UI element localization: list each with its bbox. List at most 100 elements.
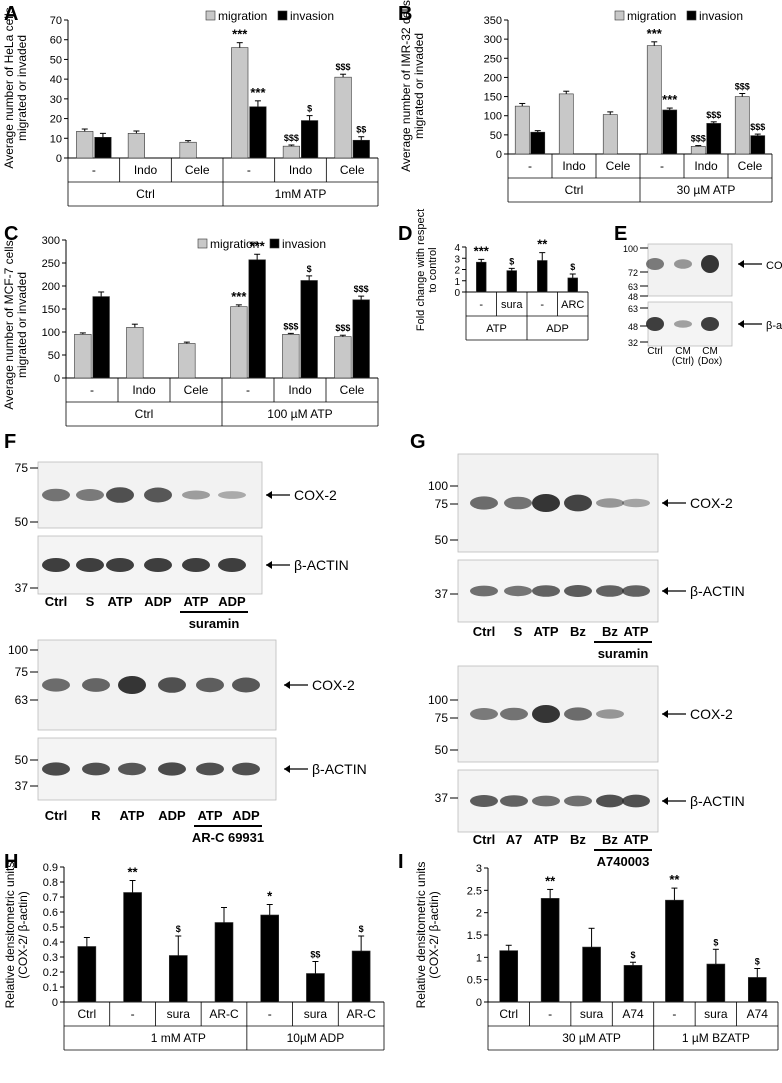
significance-mark: $$: [310, 950, 320, 960]
legend-label: migration: [218, 9, 267, 23]
category-label: -: [131, 1007, 135, 1021]
y-axis-label: Fold change with respectto control: [415, 209, 439, 331]
treatment-label: A740003: [597, 854, 650, 869]
category-label: -: [479, 299, 483, 311]
bar: [665, 899, 684, 1003]
y-axis-label: Relative densitometric units(COX-2/ β-ac…: [414, 862, 441, 1009]
category-label: A74: [622, 1007, 644, 1021]
lane-label: (Dox): [698, 356, 722, 367]
bar: [249, 106, 267, 159]
actin-label: β-ACTIN: [690, 583, 745, 599]
bar: [352, 139, 370, 159]
y-tick-label: 250: [484, 53, 502, 65]
cox2-band: [42, 678, 70, 692]
y-tick-label: 30: [50, 94, 62, 106]
bar: [179, 141, 197, 159]
lane-label: ATP: [197, 808, 222, 823]
lane-label: ADP: [232, 808, 260, 823]
panel-letter-f: F: [4, 431, 16, 453]
group-label: ATP: [486, 323, 507, 335]
y-tick-label: 60: [50, 35, 62, 47]
y-tick-label: 1: [454, 277, 460, 288]
cox2-label: COX-2: [766, 260, 782, 272]
bar: [351, 950, 371, 1003]
mw-marker-label: 37: [15, 581, 29, 595]
bar: [747, 977, 767, 1003]
significance-mark: ***: [647, 26, 663, 41]
y-tick-label: 0: [454, 288, 460, 299]
actin-band: [674, 320, 692, 328]
bar: [662, 109, 678, 155]
category-label: -: [90, 383, 94, 397]
actin-band: [470, 585, 498, 597]
significance-mark: $: [307, 264, 312, 274]
bar: [74, 333, 92, 379]
bar: [514, 105, 530, 155]
group-label: 1 mM ATP: [151, 1031, 206, 1045]
significance-mark: $$$: [336, 62, 351, 72]
actin-band: [42, 558, 70, 572]
significance-mark: ***: [250, 238, 266, 253]
y-tick-label: 2: [454, 266, 460, 277]
bar: [706, 963, 726, 1003]
label-arrowhead: [266, 561, 272, 569]
chart-h: 0 0.1 0.2 0.3 0.4 0.5 0.6 0.7 0.8 0.9 Ctrl - sura AR-…: [3, 862, 385, 1051]
y-axis-label: Relative densitometric units(COX-2/ β-ac…: [3, 862, 30, 1009]
bar: [690, 146, 706, 155]
category-label: sura: [580, 1007, 604, 1021]
cox2-band: [646, 258, 664, 270]
y-tick-label: 250: [42, 258, 60, 270]
y-axis-label-line: Fold change with respect: [415, 209, 427, 331]
y-tick-label: 50: [490, 130, 502, 142]
panel-letter-a: A: [4, 3, 18, 25]
significance-mark: $: [176, 924, 181, 934]
bar: [558, 93, 574, 155]
panel-letter-e: E: [614, 223, 627, 245]
cox2-band: [500, 707, 528, 721]
group-label: 30 µM ATP: [562, 1031, 621, 1045]
actin-band: [470, 795, 498, 807]
bar: [282, 333, 300, 379]
category-label: Indo: [694, 159, 718, 173]
significance-mark: **: [537, 237, 548, 252]
bar: [334, 336, 352, 379]
lane-label: Ctrl: [45, 808, 67, 823]
lane-label: Ctrl: [647, 346, 663, 357]
y-tick-label: 200: [484, 72, 502, 84]
cox2-band: [218, 491, 246, 499]
label-arrowhead: [738, 320, 744, 328]
group-label: 100 µM ATP: [267, 407, 332, 421]
mw-marker-label: 75: [15, 665, 29, 679]
legend-swatch: [277, 10, 288, 21]
y-tick-label: 3: [476, 863, 482, 875]
legend-label: migration: [210, 237, 259, 251]
y-tick-label: 0.9: [43, 862, 58, 874]
group-label: 1 µM BZATP: [682, 1031, 750, 1045]
bar: [127, 133, 145, 159]
bar: [92, 296, 110, 379]
y-axis-label-line: Average number of HeLa cells: [2, 7, 16, 168]
significance-mark: *: [267, 889, 273, 904]
actin-band: [622, 585, 650, 597]
y-axis-label-line: Relative densitometric units: [3, 862, 17, 1009]
lane-label: ATP: [623, 832, 648, 847]
actin-band: [504, 585, 532, 597]
bar: [499, 950, 519, 1003]
lane-label: ADP: [144, 594, 172, 609]
bar: [582, 946, 601, 1003]
cox2-band: [232, 677, 260, 693]
y-tick-label: 300: [484, 34, 502, 46]
lane-label: Ctrl: [473, 832, 495, 847]
label-arrowhead: [284, 765, 290, 773]
cox2-band: [182, 490, 210, 500]
actin-band: [158, 762, 186, 776]
legend-label: invasion: [290, 9, 334, 23]
cox2-label: COX-2: [294, 487, 337, 503]
bar: [623, 965, 643, 1003]
cox2-band: [158, 677, 186, 693]
actin-band: [144, 558, 172, 572]
bar: [602, 114, 618, 155]
cox2-band: [470, 496, 498, 510]
y-tick-label: 4: [454, 243, 460, 254]
